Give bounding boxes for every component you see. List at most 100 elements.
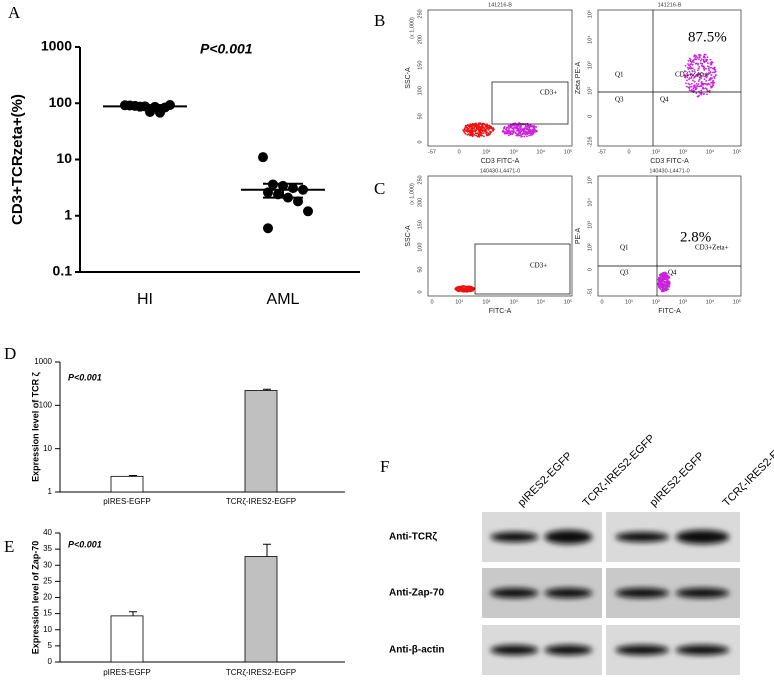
event-dot	[503, 127, 505, 129]
blot-band	[615, 645, 669, 655]
blot-band	[490, 588, 539, 598]
event-dot	[700, 58, 703, 61]
event-dot	[474, 125, 477, 127]
event-dot	[703, 78, 706, 80]
event-dot	[469, 131, 472, 134]
event-dot	[474, 132, 477, 135]
event-dot	[465, 130, 468, 132]
y-tick-label: 150	[417, 61, 423, 70]
event-dot	[658, 279, 661, 282]
event-dot	[705, 58, 707, 61]
event-dot	[467, 287, 469, 290]
event-dot	[689, 86, 691, 88]
event-dot	[468, 125, 470, 128]
x-tick-label: 10²	[482, 149, 490, 155]
event-dot	[693, 54, 696, 57]
x-tick-label: AML	[267, 291, 300, 308]
event-dot	[698, 85, 701, 88]
event-dot	[699, 73, 701, 76]
event-dot	[709, 77, 712, 80]
x-tick-label: 10³	[679, 149, 687, 155]
event-dot	[469, 123, 471, 126]
event-dot	[665, 273, 667, 275]
row-label: Anti-TCRζ	[389, 532, 437, 543]
event-dot	[710, 74, 713, 76]
event-dot	[661, 279, 663, 282]
event-dot	[699, 92, 702, 95]
bar	[244, 556, 278, 663]
error-bar	[263, 543, 271, 557]
event-dot	[465, 126, 468, 129]
event-dot	[521, 135, 523, 138]
event-dot	[473, 127, 475, 130]
event-dot	[706, 90, 709, 92]
event-dot	[688, 77, 691, 79]
y-tick-label: -216	[587, 136, 593, 147]
event-dot	[696, 57, 699, 59]
event-dot	[691, 70, 694, 72]
event-dot	[526, 133, 528, 136]
event-dot	[528, 130, 531, 133]
plot-frame	[427, 175, 573, 297]
event-dot	[471, 132, 474, 135]
event-dot	[709, 58, 712, 61]
event-dot	[477, 133, 480, 136]
plot-title: 140430-L4471-0	[649, 168, 689, 174]
event-dot	[466, 290, 469, 293]
x-tick-label: 10⁴	[706, 148, 715, 155]
y-tick-label: 1000	[41, 38, 72, 54]
event-dot	[695, 83, 698, 85]
event-dot	[702, 58, 705, 61]
event-dot	[473, 123, 475, 125]
event-dot	[708, 79, 711, 82]
event-dot	[481, 127, 484, 129]
event-dot	[523, 135, 526, 138]
x-tick-label: 10³	[510, 149, 518, 155]
event-dot	[472, 130, 475, 133]
event-dot	[664, 277, 666, 279]
event-dot	[491, 126, 493, 129]
x-tick-label: 10²	[482, 299, 490, 305]
event-dot	[664, 283, 667, 285]
plot-frame	[597, 175, 742, 297]
blot-band	[544, 530, 593, 544]
event-dot	[535, 126, 538, 128]
event-dot	[468, 134, 471, 137]
event-dot	[697, 72, 700, 74]
event-dot	[691, 67, 694, 70]
y-tick-label: 0	[417, 290, 423, 293]
row-label: Anti-β-actin	[389, 645, 445, 656]
event-dot	[700, 62, 703, 65]
event-dot	[528, 132, 531, 135]
lane-label: pIRES2-EGFP	[648, 450, 707, 509]
y-tick-label: 10	[43, 444, 52, 453]
event-dot	[475, 128, 478, 131]
event-dot	[464, 285, 467, 288]
y-tick-label: -51	[587, 288, 593, 296]
y-tick-label: 100	[39, 400, 53, 409]
x-tick-label: 10⁵	[733, 298, 741, 305]
event-dot	[667, 283, 670, 285]
event-dot	[483, 123, 485, 126]
event-dot	[702, 60, 705, 63]
event-dot	[697, 67, 700, 70]
gate	[491, 81, 569, 125]
event-dot	[708, 67, 710, 70]
event-dot	[690, 61, 693, 64]
event-dot	[707, 62, 709, 65]
y-axis-label: PE-A	[575, 228, 582, 245]
event-dot	[487, 132, 490, 135]
event-dot	[700, 92, 703, 94]
event-dot	[487, 128, 490, 131]
y-tick-label: 5	[48, 641, 53, 650]
event-dot	[530, 130, 533, 132]
event-dot	[697, 83, 700, 86]
event-dot	[695, 58, 698, 61]
event-dot	[688, 83, 691, 86]
event-dot	[708, 72, 710, 74]
event-dot	[684, 64, 687, 67]
x-tick-label: 10³	[510, 299, 518, 305]
event-dot	[700, 89, 703, 92]
event-dot	[464, 289, 467, 291]
